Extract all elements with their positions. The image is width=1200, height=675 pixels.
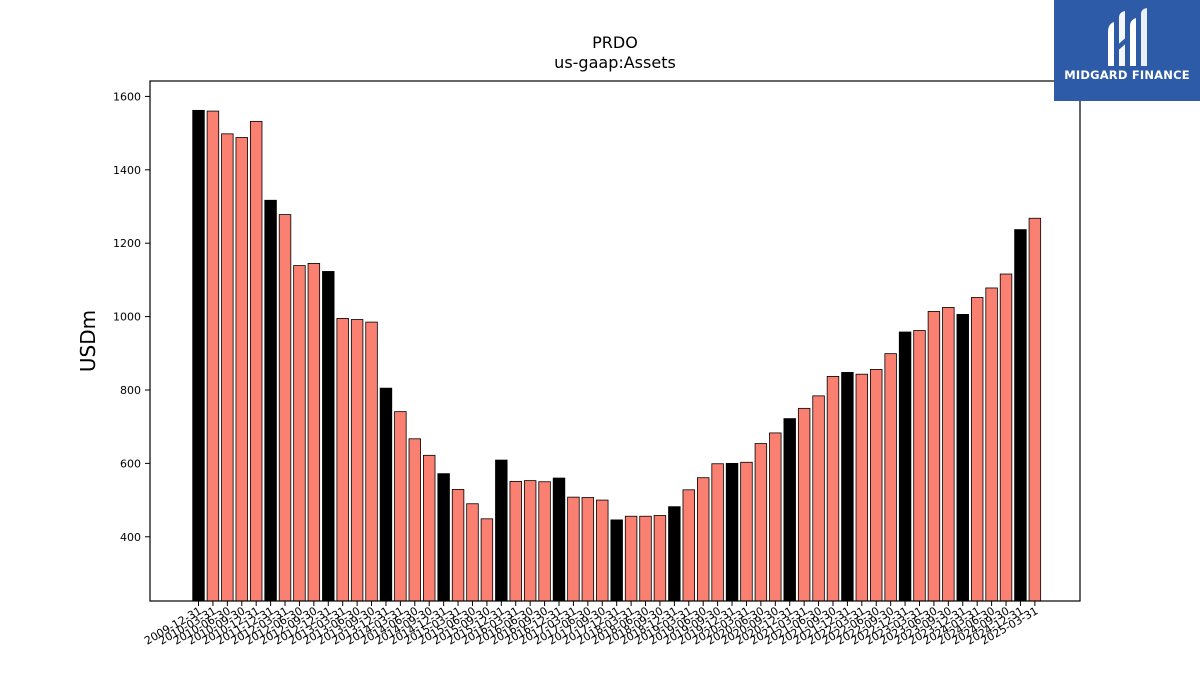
y-tick-label: 1200	[113, 237, 141, 250]
brand-logo: MIDGARD FINANCE	[1054, 0, 1200, 101]
bar-2022-12-31	[898, 331, 912, 602]
bar-2015-12-31	[495, 459, 508, 602]
bar-2012-06-30	[293, 265, 306, 602]
bar-2024-12-31	[1014, 229, 1027, 602]
bar-2019-09-30	[711, 463, 724, 602]
bar-2014-09-30	[423, 454, 436, 602]
bar-2016-06-30	[523, 480, 537, 602]
bar-2014-12-31	[437, 473, 450, 602]
bar-2020-09-30	[769, 432, 782, 602]
bar-2020-12-31	[783, 418, 796, 602]
bar-2019-12-31	[725, 462, 739, 602]
bar-2021-06-30	[812, 395, 825, 602]
bar-2013-03-31	[336, 318, 349, 602]
bar-2013-06-30	[350, 319, 364, 602]
bar-2016-12-31	[552, 477, 566, 602]
bar-2023-09-30	[942, 307, 955, 602]
bar-2009-12-31	[192, 109, 205, 602]
bar-2020-03-31	[740, 461, 753, 602]
bar-2025-03-31	[1028, 217, 1042, 602]
bar-2016-03-31	[509, 480, 522, 602]
y-axis-label: USDm	[76, 310, 100, 372]
axes-layer: 40060080010001200140016002009-12-312010-…	[113, 80, 1081, 648]
y-tick-label: 800	[120, 384, 141, 397]
brand-name: MIDGARD FINANCE	[1064, 68, 1190, 82]
bar-2024-09-30	[999, 273, 1013, 602]
bar-2021-09-30	[826, 376, 840, 602]
bar-2018-12-31	[668, 506, 681, 602]
bar-2012-12-31	[322, 271, 335, 602]
bar-2010-12-31	[249, 120, 263, 602]
bar-2023-03-31	[913, 330, 926, 602]
bar-2017-06-30	[581, 497, 595, 602]
bar-2018-06-30	[639, 515, 652, 602]
bar-2018-03-31	[624, 515, 638, 602]
bar-2015-03-31	[451, 489, 465, 602]
bar-2021-03-31	[797, 407, 811, 602]
bar-2010-03-31	[206, 110, 220, 602]
y-tick-label: 1400	[113, 164, 141, 177]
bar-2014-03-31	[394, 411, 407, 602]
bar-2013-09-30	[365, 321, 378, 602]
bar-2021-12-31	[841, 371, 854, 602]
bar-2010-09-30	[235, 137, 248, 602]
bar-2019-03-31	[682, 489, 695, 602]
bar-2015-09-30	[480, 518, 494, 602]
bar-2017-03-31	[567, 496, 580, 602]
chart-title: PRDO	[592, 33, 638, 52]
y-tick-label: 1600	[113, 90, 141, 103]
y-tick-label: 600	[120, 457, 141, 470]
y-tick-label: 400	[120, 531, 141, 544]
bar-2024-06-30	[985, 287, 998, 602]
midgard-m-logo-icon	[1108, 8, 1147, 66]
chart-subtitle: us-gaap:Assets	[554, 53, 676, 72]
plot-frame	[149, 80, 1081, 602]
bar-2013-12-31	[379, 387, 393, 602]
y-tick-label: 1000	[113, 311, 141, 324]
bar-2010-06-30	[221, 133, 234, 602]
bar-2024-03-31	[970, 297, 984, 602]
bar-2023-06-30	[927, 311, 941, 602]
bar-2023-12-31	[956, 313, 969, 602]
bar-2012-03-31	[278, 214, 292, 602]
bar-2022-09-30	[884, 353, 897, 602]
bar-2011-12-31	[264, 199, 277, 602]
bar-2022-06-30	[870, 369, 883, 602]
bars-layer	[192, 109, 1042, 602]
bar-2022-03-31	[855, 373, 869, 602]
bar-2020-06-30	[754, 443, 768, 602]
bar-2012-09-30	[307, 262, 321, 602]
bar-2015-06-30	[466, 503, 479, 602]
bar-2019-06-30	[697, 477, 710, 602]
bar-2017-09-30	[596, 499, 609, 602]
bar-2016-09-30	[538, 481, 551, 602]
bar-2017-12-31	[610, 519, 623, 602]
bar-2018-09-30	[653, 515, 667, 602]
bar-2014-06-30	[408, 438, 422, 602]
